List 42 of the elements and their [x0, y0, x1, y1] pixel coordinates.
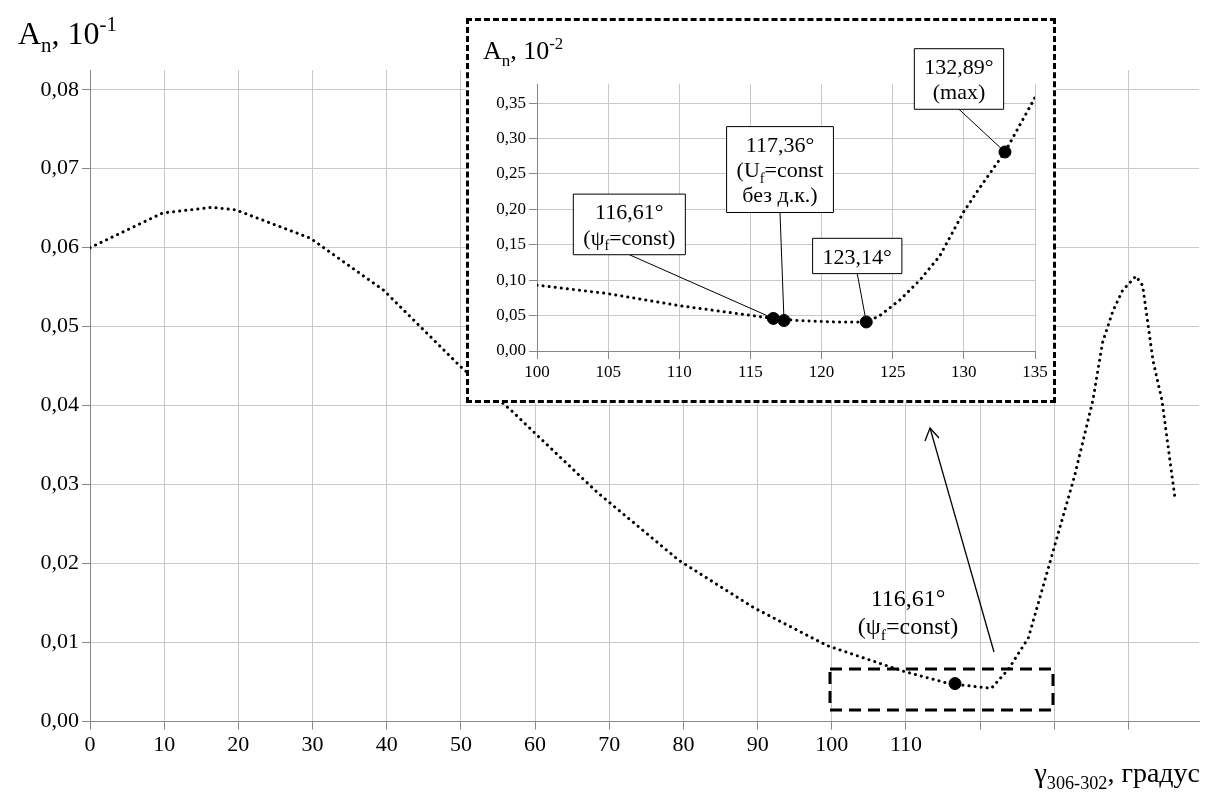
- x-tick-label: 50: [449, 731, 472, 757]
- y-tick-label: 0,10: [496, 269, 526, 289]
- y-tick-label: 0,02: [40, 549, 79, 575]
- y-tick-label: 0,20: [496, 198, 526, 218]
- x-tick-label: 105: [595, 361, 621, 381]
- y-tick-label: 0,05: [496, 305, 526, 325]
- x-tick-label: 80: [672, 731, 695, 757]
- x-tick-label: 125: [879, 361, 906, 381]
- y-tick-label: 0,04: [40, 391, 79, 417]
- point: [998, 145, 1012, 159]
- y-tick-label: 0,00: [496, 340, 526, 360]
- y-tick-label: 0,35: [496, 92, 526, 112]
- x-tick-label: 30: [301, 731, 324, 757]
- x-tick-label: 10: [153, 731, 176, 757]
- x-tick-label: 70: [598, 731, 621, 757]
- y-tick-label: 0,15: [496, 234, 526, 254]
- y-tick-label: 0,03: [40, 470, 79, 496]
- y-tick-label: 0,05: [40, 312, 79, 338]
- x-tick-label: 100: [524, 361, 550, 381]
- y-tick-label: 0,00: [40, 707, 79, 733]
- y-tick-label: 0,30: [496, 128, 526, 147]
- y-tick-label: 0,25: [496, 163, 526, 183]
- x-tick-label: 40: [375, 731, 398, 757]
- x-tick-label: 60: [524, 731, 547, 757]
- point: [777, 314, 791, 328]
- x-tick-label: 100: [815, 731, 849, 757]
- y-tick-label: 0,07: [40, 154, 79, 180]
- x-tick-label: 90: [746, 731, 769, 757]
- x-tick-label: 110: [889, 731, 923, 757]
- point: [859, 315, 873, 329]
- x-tick-label: 130: [951, 361, 977, 381]
- x-tick-label: 20: [227, 731, 250, 757]
- x-tick-label: 0: [84, 731, 96, 757]
- x-tick-label: 135: [1022, 361, 1048, 381]
- x-tick-label: 110: [666, 361, 692, 381]
- annotation: 123,14°: [822, 243, 892, 269]
- y-tick-label: 0,08: [40, 75, 79, 101]
- x-tick-label: 120: [808, 361, 835, 381]
- y-tick-label: 0,01: [40, 628, 79, 654]
- annotation: 132,89° (max): [924, 53, 994, 105]
- x-tick-label: 115: [737, 361, 763, 381]
- y-tick-label: 0,06: [40, 233, 79, 259]
